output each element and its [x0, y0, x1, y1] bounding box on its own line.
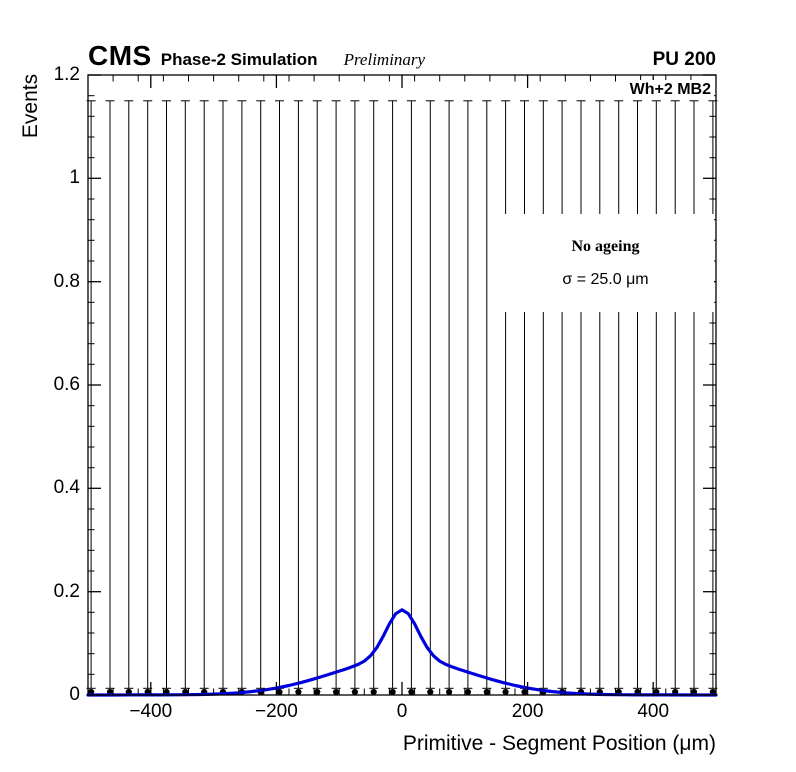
y-axis-title: Events: [19, 73, 42, 139]
simulation-label: Phase-2 Simulation: [160, 50, 318, 69]
fit-curve: [86, 608, 718, 697]
x-tick-label: −200: [254, 701, 298, 722]
axis-ticks: [88, 74, 716, 696]
x-axis-title: Primitive - Segment Position (μm): [402, 732, 716, 755]
data-marker: [464, 688, 471, 696]
y-tick-label: 1: [69, 167, 80, 189]
x-tick-label: 0: [396, 701, 408, 722]
x-tick-label: −400: [129, 701, 173, 722]
data-marker: [351, 688, 358, 696]
x-tick-label: 400: [637, 701, 670, 722]
data-marker: [370, 688, 377, 696]
legend-title: No ageing: [571, 237, 640, 255]
plot-frame: [87, 74, 717, 696]
chamber-label: Wh+2 MB2: [626, 80, 714, 100]
y-tick-label: 0.2: [53, 580, 80, 602]
data-marker: [427, 688, 434, 696]
data-marker: [314, 688, 321, 696]
data-marker: [483, 688, 490, 696]
legend-box: No ageing σ = 25.0 μm: [497, 214, 714, 312]
y-tick-label: 1.2: [53, 64, 80, 85]
preliminary-label: Preliminary: [343, 50, 426, 69]
plot-header: CMS Phase-2 Simulation Preliminary PU 20…: [88, 40, 716, 72]
pileup-label: PU 200: [652, 49, 716, 70]
data-marker: [521, 688, 528, 696]
x-tick-label: 200: [511, 701, 544, 722]
sigma-label: σ = 25.0 μm: [562, 270, 649, 288]
data-marker: [389, 688, 396, 696]
data-marker: [502, 688, 509, 696]
y-tick-label: 0.4: [53, 477, 80, 499]
data-marker: [408, 688, 415, 696]
experiment-label: CMS: [88, 40, 152, 71]
data-marker: [333, 688, 340, 696]
y-tick-label: 0.6: [53, 374, 80, 395]
y-tick-label: 0.8: [53, 270, 80, 292]
data-marker: [446, 688, 453, 696]
error-bars: [86, 100, 718, 696]
data-marker: [276, 688, 283, 696]
y-tick-label: 0: [69, 684, 80, 705]
data-marker: [295, 688, 302, 696]
